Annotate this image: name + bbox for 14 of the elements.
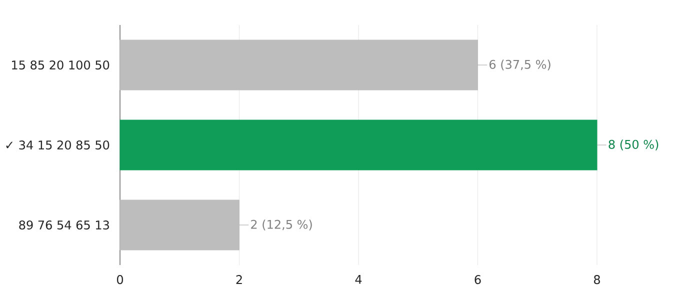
- bar: [120, 40, 478, 90]
- bar: [120, 200, 240, 250]
- x-tick-label: 6: [474, 275, 481, 284]
- x-tick-label: 8: [594, 275, 600, 284]
- x-tick-label: 2: [236, 275, 242, 284]
- x-tick-label: 0: [116, 275, 124, 284]
- data-label: 2 (12,5 %): [251, 220, 312, 230]
- y-tick-label: 15 85 20 100 50: [12, 60, 110, 70]
- data-label: 6 (37,5 %): [490, 60, 550, 70]
- y-tick-label: ✓ 34 15 20 85 50: [6, 140, 110, 150]
- data-label: 8 (50 %): [608, 140, 658, 150]
- x-tick-label: 4: [355, 275, 362, 284]
- y-tick-label: 89 76 54 65 13: [19, 220, 109, 230]
- bar: [120, 120, 598, 170]
